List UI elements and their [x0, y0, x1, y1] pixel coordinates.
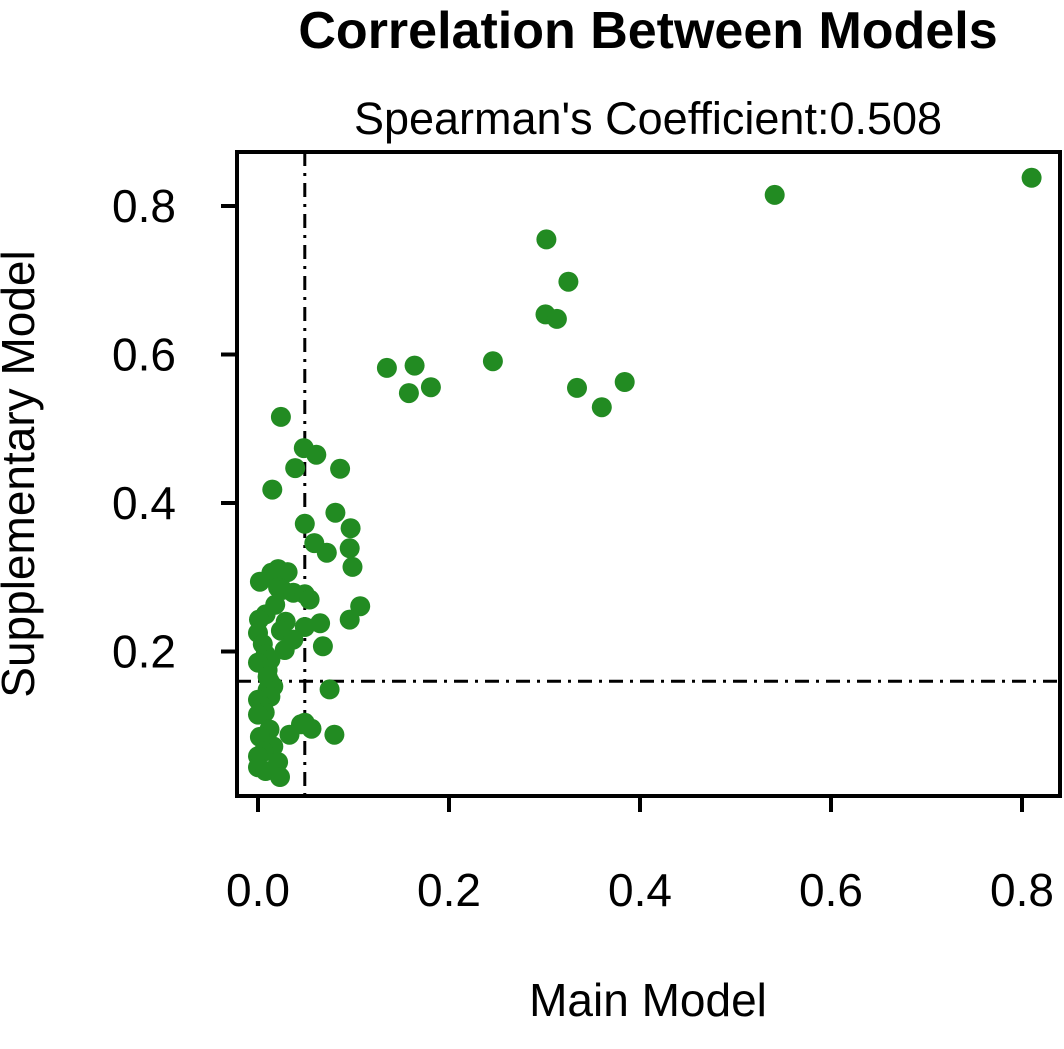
data-point: [536, 229, 557, 250]
data-point: [285, 458, 306, 479]
data-point: [420, 377, 441, 398]
x-tick-label: 0.0: [226, 864, 290, 916]
y-tick-label: 0.2: [112, 626, 176, 678]
x-tick-label: 0.8: [990, 864, 1054, 916]
data-point: [546, 308, 567, 329]
data-point: [277, 562, 298, 583]
data-point: [274, 640, 295, 660]
data-point: [1021, 167, 1042, 188]
data-point: [482, 351, 503, 372]
data-point: [312, 636, 333, 657]
data-point: [325, 502, 346, 523]
data-point: [614, 372, 635, 392]
data-point: [294, 513, 315, 534]
data-point: [340, 518, 361, 539]
data-point: [342, 556, 363, 577]
data-point: [301, 718, 322, 739]
data-point: [306, 444, 327, 465]
data-point: [299, 589, 320, 610]
data-point: [262, 479, 283, 500]
data-point: [270, 406, 291, 427]
y-tick-label: 0.6: [112, 329, 176, 381]
x-tick-label: 0.2: [417, 864, 481, 916]
data-point: [330, 458, 351, 479]
data-point: [279, 724, 300, 745]
data-point: [558, 271, 579, 292]
data-point: [339, 538, 360, 559]
plot-border: [235, 150, 1062, 798]
data-point: [350, 596, 371, 617]
data-point: [764, 184, 785, 205]
y-tick-label: 0.4: [112, 477, 176, 529]
x-axis-label: Main Model: [529, 974, 767, 1026]
data-point: [404, 355, 425, 376]
data-point: [248, 704, 268, 725]
data-point: [324, 724, 345, 745]
data-point: [567, 377, 587, 398]
y-axis-label: Supplementary Model: [0, 250, 44, 697]
x-tick-label: 0.4: [608, 864, 672, 916]
data-point: [249, 571, 270, 592]
x-tick-label: 0.6: [799, 864, 863, 916]
data-point: [316, 542, 337, 563]
data-point: [339, 609, 360, 630]
data-point: [376, 357, 397, 378]
data-point: [310, 613, 331, 634]
data-point: [398, 383, 419, 404]
data-point: [270, 767, 290, 787]
y-tick-label: 0.8: [112, 180, 176, 232]
chart-title: Correlation Between Models: [298, 2, 997, 60]
plot-area: 0.0 0.2 0.4 0.6 0.8 0.2 0.4 0.6 0.8: [112, 150, 1062, 916]
data-point: [294, 617, 315, 637]
data-point: [319, 679, 340, 700]
chart-subtitle: Spearman's Coefficient:0.508: [354, 93, 942, 144]
data-point: [591, 397, 612, 418]
